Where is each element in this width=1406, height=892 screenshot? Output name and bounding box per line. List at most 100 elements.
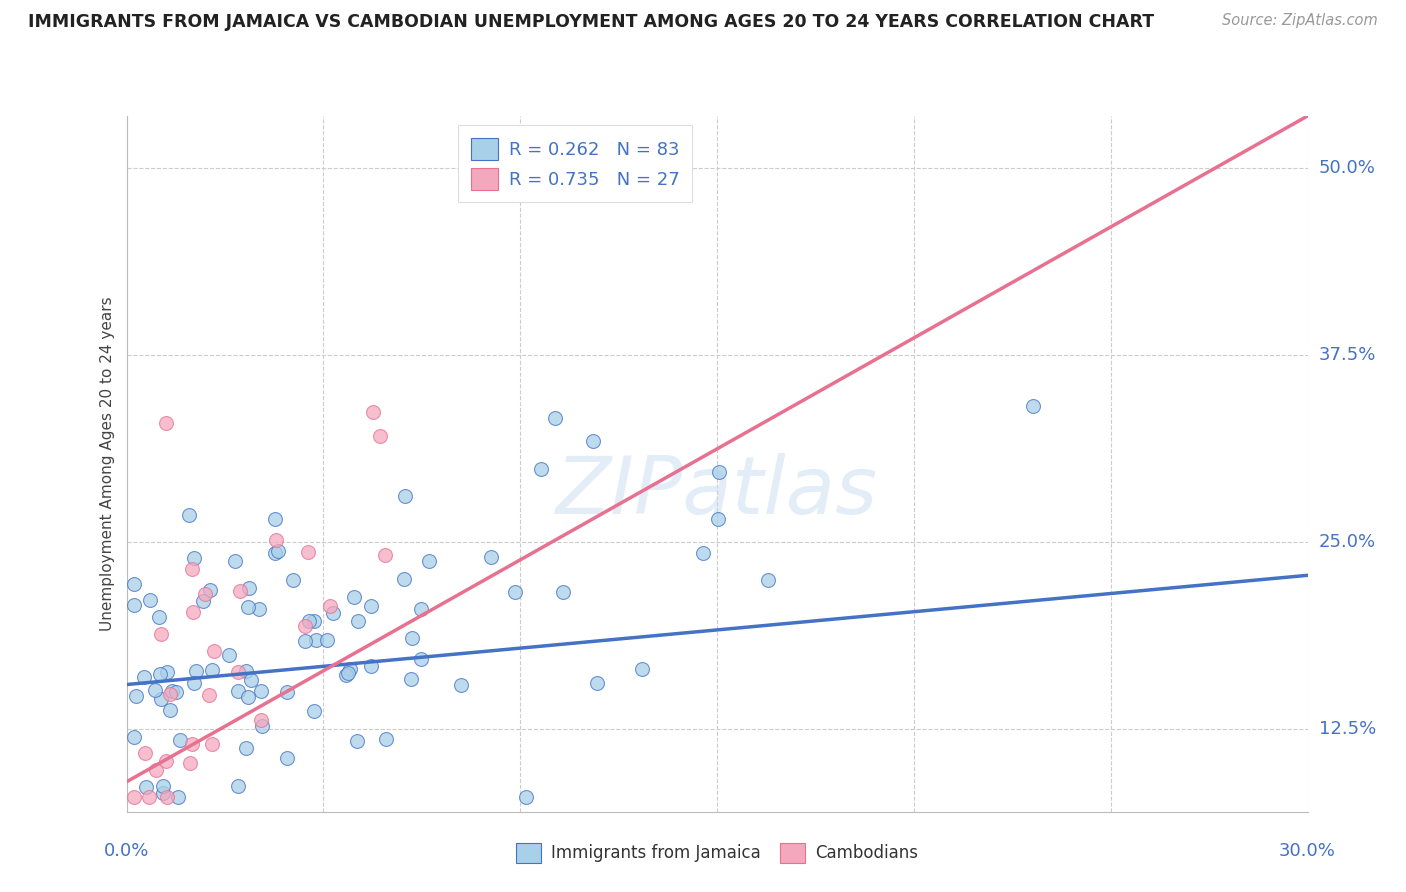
- Point: [582, 434, 605, 449]
- Point: [201, 663, 224, 677]
- Point: [124, 598, 146, 612]
- Point: [134, 670, 156, 684]
- Point: [707, 512, 730, 526]
- Point: [347, 614, 370, 628]
- Point: [585, 676, 607, 690]
- Point: [264, 533, 287, 548]
- Point: [155, 416, 177, 430]
- Point: [156, 665, 179, 679]
- Point: [276, 685, 298, 699]
- Point: [247, 602, 270, 616]
- Point: [169, 733, 191, 747]
- Point: [228, 780, 250, 794]
- Point: [692, 546, 714, 560]
- Point: [236, 690, 259, 704]
- Point: [181, 605, 204, 619]
- Point: [409, 651, 432, 665]
- Text: 12.5%: 12.5%: [1319, 721, 1376, 739]
- Point: [302, 704, 325, 718]
- Point: [167, 789, 190, 804]
- Point: [530, 462, 553, 476]
- Point: [152, 779, 174, 793]
- Point: [281, 574, 304, 588]
- Point: [305, 632, 328, 647]
- Point: [479, 549, 502, 564]
- Point: [294, 634, 316, 648]
- Point: [297, 545, 319, 559]
- Point: [409, 602, 432, 616]
- Y-axis label: Unemployment Among Ages 20 to 24 years: Unemployment Among Ages 20 to 24 years: [100, 296, 115, 632]
- Point: [756, 573, 779, 587]
- Point: [226, 665, 249, 680]
- Point: [1022, 400, 1045, 414]
- Point: [401, 672, 423, 686]
- Point: [193, 594, 215, 608]
- Point: [368, 429, 391, 443]
- Point: [150, 627, 173, 641]
- Point: [159, 687, 181, 701]
- Point: [337, 666, 360, 681]
- Point: [343, 591, 366, 605]
- Point: [315, 632, 337, 647]
- Text: 37.5%: 37.5%: [1319, 346, 1376, 364]
- Point: [179, 508, 201, 522]
- Point: [360, 659, 382, 673]
- Point: [276, 751, 298, 765]
- Point: [418, 554, 440, 568]
- Point: [159, 703, 181, 717]
- Point: [186, 664, 208, 678]
- Point: [335, 667, 357, 681]
- Point: [553, 584, 575, 599]
- Point: [298, 614, 321, 628]
- Point: [134, 746, 156, 760]
- Point: [266, 543, 288, 558]
- Point: [360, 599, 382, 614]
- Text: 0.0%: 0.0%: [104, 842, 149, 860]
- Point: [179, 756, 201, 771]
- Point: [630, 662, 652, 676]
- Point: [515, 789, 537, 804]
- Point: [503, 585, 526, 599]
- Point: [319, 599, 342, 613]
- Point: [165, 684, 187, 698]
- Point: [200, 583, 222, 598]
- Point: [250, 684, 273, 698]
- Point: [183, 676, 205, 690]
- Text: 25.0%: 25.0%: [1319, 533, 1376, 551]
- Point: [139, 593, 162, 607]
- Point: [374, 548, 396, 562]
- Point: [198, 688, 221, 702]
- Point: [250, 719, 273, 733]
- Point: [201, 737, 224, 751]
- Point: [152, 786, 174, 800]
- Point: [150, 692, 173, 706]
- Point: [181, 562, 204, 576]
- Point: [218, 648, 240, 662]
- Text: IMMIGRANTS FROM JAMAICA VS CAMBODIAN UNEMPLOYMENT AMONG AGES 20 TO 24 YEARS CORR: IMMIGRANTS FROM JAMAICA VS CAMBODIAN UNE…: [28, 13, 1154, 31]
- Point: [181, 737, 204, 751]
- Point: [346, 734, 368, 748]
- Point: [224, 554, 246, 568]
- Point: [194, 587, 217, 601]
- Point: [361, 405, 384, 419]
- Point: [250, 713, 273, 727]
- Point: [544, 411, 567, 425]
- Point: [375, 732, 398, 747]
- Point: [707, 465, 730, 479]
- Point: [264, 512, 287, 526]
- Point: [392, 572, 415, 586]
- Point: [229, 583, 252, 598]
- Point: [450, 678, 472, 692]
- Text: ZIPatlas: ZIPatlas: [555, 452, 879, 531]
- Point: [294, 619, 316, 633]
- Point: [125, 689, 148, 703]
- Point: [124, 789, 146, 804]
- Point: [322, 607, 344, 621]
- Point: [304, 615, 326, 629]
- Text: 50.0%: 50.0%: [1319, 160, 1375, 178]
- Text: Source: ZipAtlas.com: Source: ZipAtlas.com: [1222, 13, 1378, 29]
- Point: [156, 789, 179, 804]
- Point: [394, 489, 416, 503]
- Point: [238, 581, 260, 595]
- Point: [138, 789, 160, 804]
